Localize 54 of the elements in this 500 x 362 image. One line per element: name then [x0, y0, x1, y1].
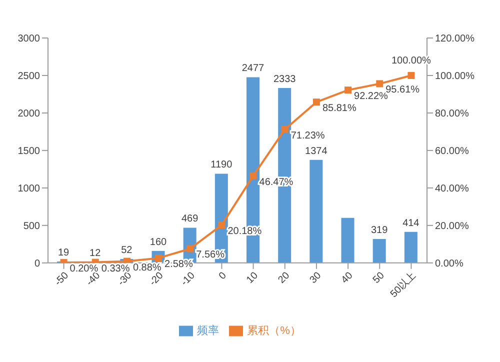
x-tick-label: 50以上: [388, 270, 418, 300]
data-label: 71.23%: [290, 130, 325, 142]
x-tick-label: 0: [217, 270, 230, 282]
y-tick-label: 500: [23, 220, 40, 232]
point: [344, 86, 352, 94]
x-tick-label: 30: [308, 270, 324, 286]
data-label: 160: [150, 236, 168, 248]
data-label: 1374: [305, 146, 328, 157]
y-tick-label: 2000: [18, 108, 40, 120]
y2-tick-label: 80.00%: [435, 108, 470, 120]
y-tick-label: 0: [34, 258, 40, 270]
legend-label: 累积（%）: [247, 324, 301, 337]
data-label: 319: [370, 224, 388, 236]
point: [312, 98, 320, 106]
point: [218, 222, 226, 229]
point: [376, 80, 384, 88]
data-label: 92.22%: [354, 91, 388, 102]
data-label: 52: [121, 245, 133, 256]
y2-tick-label: 20.00%: [435, 220, 470, 232]
x-tick-label: -10: [179, 270, 198, 288]
y-tick-label: 1500: [18, 146, 40, 158]
point: [250, 172, 257, 180]
data-label: 85.81%: [322, 103, 356, 114]
data-label: 414: [402, 218, 420, 229]
bar: [310, 160, 323, 263]
y2-tick-label: 0.00%: [435, 258, 464, 270]
y-tick-label: 3000: [18, 34, 40, 45]
x-tick-label: 40: [340, 270, 356, 286]
data-label: 2333: [273, 74, 296, 86]
bar: [404, 232, 418, 263]
y2-tick-label: 100.00%: [435, 71, 475, 82]
x-tick-label: -50: [52, 270, 72, 288]
point: [186, 245, 194, 252]
point: [281, 126, 288, 133]
bar: [372, 238, 386, 263]
y-tick-label: 2500: [18, 71, 40, 82]
data-label: 12: [90, 248, 102, 260]
y-tick-label: 1000: [18, 183, 40, 194]
legend-label: 频率: [197, 324, 220, 337]
y2-tick-label: 60.00%: [435, 146, 470, 158]
data-label: 469: [181, 214, 199, 225]
y2-tick-label: 40.00%: [435, 183, 470, 194]
bar: [341, 218, 354, 263]
x-tick-label: 20: [276, 270, 292, 286]
x-tick-label: 50: [371, 270, 388, 286]
x-tick-label: 10: [244, 270, 261, 286]
data-label: 19: [58, 247, 70, 258]
data-label: 2.58%: [164, 259, 194, 270]
data-label: 1190: [210, 160, 233, 171]
data-label: 95.61%: [386, 84, 420, 96]
point: [408, 72, 415, 79]
y2-tick-label: 120.00%: [435, 34, 475, 45]
data-label: 2477: [242, 63, 265, 74]
data-label: 100.00%: [391, 55, 432, 66]
